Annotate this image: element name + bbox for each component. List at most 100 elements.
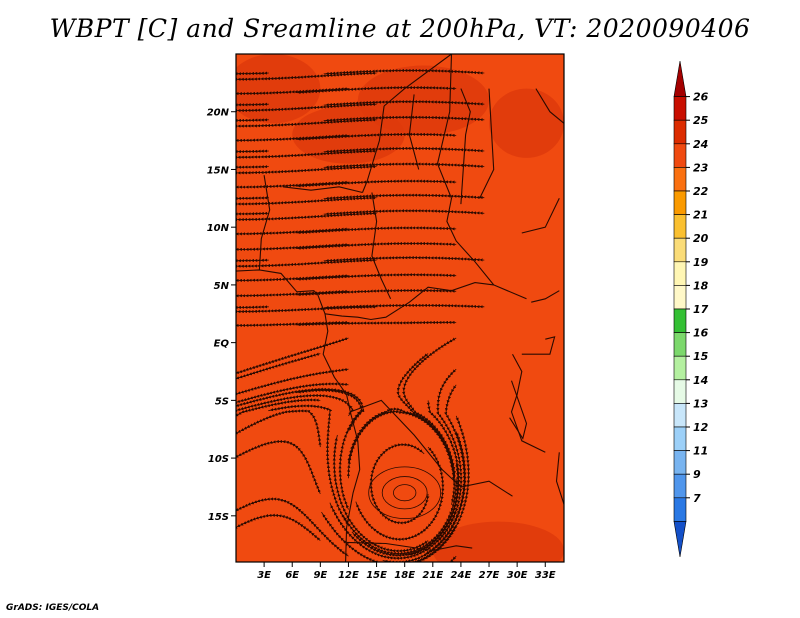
warm-patch: [236, 54, 321, 124]
border-line: [531, 290, 560, 303]
colorbar-label: 13: [693, 397, 709, 410]
colorbar-segment: [673, 60, 687, 97]
streamline: [295, 288, 457, 297]
x-tick-label: 6E: [285, 570, 299, 581]
colorbar-label: 23: [693, 161, 709, 174]
colorbar-segment: [673, 308, 687, 333]
x-tick-label: 30E: [507, 570, 528, 581]
colorbar-segment: [673, 450, 687, 475]
colorbar-label: 15: [693, 350, 709, 363]
streamlines: [236, 68, 485, 562]
streamline-loop: [381, 476, 428, 510]
colorbar-segment: [673, 261, 687, 286]
streamline: [295, 241, 457, 250]
streamline: [295, 273, 457, 281]
x-tick-label: 9E: [313, 570, 327, 581]
colorbar-label: 18: [693, 279, 709, 292]
streamline: [323, 162, 485, 169]
y-axis: 15S 10S 5S EQ 5N 10N 15N 20N: [207, 108, 236, 523]
colorbar-label: 9: [693, 468, 701, 481]
colorbar-segment: [673, 426, 687, 451]
colorbar-segment: [673, 355, 687, 381]
border-line: [324, 282, 527, 321]
warm-patch: [489, 88, 564, 158]
y-tick-label: 15N: [207, 165, 230, 176]
colorbar-label: 12: [693, 421, 709, 434]
colorbar-segment: [673, 237, 687, 263]
map-area: [236, 54, 564, 562]
x-tick-label: 27E: [479, 570, 500, 581]
streamline: [295, 320, 457, 327]
streamline: [323, 193, 485, 200]
colorbar-segment: [673, 497, 687, 522]
streamline: [295, 179, 457, 188]
colorbar-segment: [673, 143, 687, 168]
grads-credit: GrADS: IGES/COLA: [6, 603, 100, 613]
colorbar: 26 25 24 23 22 21 20 19 18 17 16 15 14 13 12 11 9 7: [673, 60, 709, 558]
y-tick-label: 20N: [207, 108, 230, 119]
colorbar-segment: [673, 96, 687, 121]
colorbar-label: 20: [693, 232, 709, 245]
colorbar-segment: [673, 403, 687, 428]
streamline: [323, 100, 485, 107]
streamline: [295, 226, 457, 235]
colorbar-label: 24: [693, 138, 708, 151]
colorbar-segment: [673, 119, 687, 145]
colorbar-segment: [673, 190, 687, 215]
border-line: [479, 88, 495, 199]
border-line: [509, 380, 528, 440]
colorbar-label: 17: [693, 303, 709, 316]
colorbar-label: 16: [693, 327, 709, 340]
colorbar-segment: [673, 214, 687, 239]
colorbar-label: 26: [693, 91, 709, 104]
colorbar-segment: [673, 167, 687, 192]
streamline: [323, 255, 485, 263]
x-tick-label: 33E: [535, 570, 556, 581]
chart-title: WBPT [C] and Sreamline at 200hPa, VT: 20…: [49, 14, 751, 43]
streamline-loop: [393, 484, 417, 502]
streamline: [323, 209, 485, 216]
colorbar-label: 22: [693, 185, 709, 198]
colorbar-label: 14: [693, 374, 708, 387]
colorbar-label: 7: [693, 492, 701, 505]
y-tick-label: 10S: [208, 454, 229, 465]
streamline: [323, 303, 485, 310]
colorbar-label: 21: [693, 209, 708, 222]
y-tick-label: 15S: [208, 512, 229, 523]
x-tick-label: 3E: [257, 570, 271, 581]
streamline: [295, 85, 457, 95]
streamline: [323, 115, 485, 123]
x-tick-label: 18E: [394, 570, 415, 581]
streamline: [323, 146, 485, 154]
x-tick-label: 21E: [422, 570, 443, 581]
streamline: [402, 337, 457, 477]
streamline-loop: [368, 466, 442, 519]
x-axis: 3E 6E 9E 12E 15E 18E 21E 24E 27E 30E 33E: [257, 562, 556, 581]
y-tick-label: EQ: [214, 339, 230, 350]
colorbar-segment: [673, 521, 687, 558]
border-line: [521, 198, 560, 234]
y-tick-label: 5N: [214, 281, 230, 292]
x-tick-label: 12E: [338, 570, 359, 581]
border-line: [535, 88, 564, 124]
colorbar-label: 25: [693, 114, 709, 127]
colorbar-segment: [673, 473, 687, 499]
y-tick-label: 10N: [207, 223, 230, 234]
colorbar-segment: [673, 285, 687, 310]
map-frame: [235, 53, 565, 563]
border-line: [258, 175, 271, 270]
streamline: [236, 337, 349, 376]
colorbar-segment: [673, 379, 687, 404]
colorbar-label: 11: [693, 445, 708, 458]
streamline: [323, 68, 485, 76]
y-tick-label: 5S: [215, 396, 229, 407]
x-tick-label: 15E: [366, 570, 387, 581]
border-line: [510, 353, 546, 453]
border-line: [555, 452, 564, 505]
border-line: [521, 336, 556, 355]
colorbar-segment: [673, 332, 687, 357]
x-tick-label: 24E: [451, 570, 472, 581]
streamline: [295, 132, 457, 141]
colorbar-label: 19: [693, 256, 709, 269]
